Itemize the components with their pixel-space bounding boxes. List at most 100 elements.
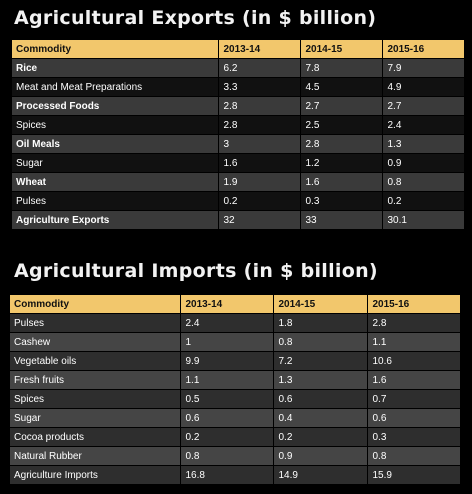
- table-row: Processed Foods 2.8 2.7 2.7: [12, 96, 465, 116]
- column-header-2014-15: 2014-15: [300, 40, 383, 59]
- column-header-2013-14: 2013-14: [218, 40, 301, 59]
- value-cell: 2.7: [300, 96, 383, 116]
- commodity-cell: Fresh fruits: [10, 370, 181, 390]
- value-cell: 1.2: [300, 153, 383, 173]
- value-cell: 1.6: [367, 370, 461, 390]
- commodity-cell: Natural Rubber: [10, 446, 181, 466]
- value-cell: 0.3: [367, 427, 461, 447]
- table-row: Cashew 1 0.8 1.1: [10, 332, 461, 352]
- value-cell: 2.5: [300, 115, 383, 135]
- commodity-cell: Pulses: [12, 191, 219, 211]
- table-row: Agriculture Exports 32 33 30.1: [12, 210, 465, 230]
- commodity-cell: Agriculture Imports: [10, 465, 181, 485]
- commodity-cell: Wheat: [12, 172, 219, 192]
- value-cell: 2.8: [367, 313, 461, 333]
- value-cell: 1.3: [382, 134, 465, 154]
- value-cell: 4.9: [382, 77, 465, 97]
- value-cell: 2.7: [382, 96, 465, 116]
- table-row: Wheat 1.9 1.6 0.8: [12, 172, 465, 192]
- value-cell: 1.3: [273, 370, 368, 390]
- value-cell: 9.9: [180, 351, 274, 371]
- commodity-cell: Vegetable oils: [10, 351, 181, 371]
- commodity-cell: Spices: [10, 389, 181, 409]
- value-cell: 0.2: [218, 191, 301, 211]
- commodity-cell: Processed Foods: [12, 96, 219, 116]
- value-cell: 30.1: [382, 210, 465, 230]
- value-cell: 1.6: [218, 153, 301, 173]
- imports-header-row: Commodity 2013-14 2014-15 2015-16: [10, 295, 461, 314]
- commodity-cell: Cocoa products: [10, 427, 181, 447]
- column-header-2015-16: 2015-16: [382, 40, 465, 59]
- value-cell: 0.6: [273, 389, 368, 409]
- value-cell: 1.8: [273, 313, 368, 333]
- exports-table: Commodity 2013-14 2014-15 2015-16 Rice 6.…: [12, 40, 465, 230]
- value-cell: 3.3: [218, 77, 301, 97]
- column-header-2013-14: 2013-14: [180, 295, 274, 314]
- value-cell: 32: [218, 210, 301, 230]
- value-cell: 0.8: [382, 172, 465, 192]
- table-row: Pulses 0.2 0.3 0.2: [12, 191, 465, 211]
- commodity-cell: Sugar: [12, 153, 219, 173]
- column-header-commodity: Commodity: [12, 40, 219, 59]
- table-row: Rice 6.2 7.8 7.9: [12, 58, 465, 78]
- table-row: Agriculture Imports 16.8 14.9 15.9: [10, 465, 461, 485]
- value-cell: 10.6: [367, 351, 461, 371]
- value-cell: 0.4: [273, 408, 368, 428]
- commodity-cell: Oil Meals: [12, 134, 219, 154]
- value-cell: 0.9: [273, 446, 368, 466]
- table-row: Spices 0.5 0.6 0.7: [10, 389, 461, 409]
- value-cell: 14.9: [273, 465, 368, 485]
- value-cell: 7.9: [382, 58, 465, 78]
- value-cell: 6.2: [218, 58, 301, 78]
- value-cell: 2.8: [218, 115, 301, 135]
- value-cell: 2.4: [382, 115, 465, 135]
- commodity-cell: Pulses: [10, 313, 181, 333]
- table-row: Oil Meals 3 2.8 1.3: [12, 134, 465, 154]
- table-row: Sugar 1.6 1.2 0.9: [12, 153, 465, 173]
- imports-table: Commodity 2013-14 2014-15 2015-16 Pulses…: [10, 295, 461, 485]
- value-cell: 0.2: [180, 427, 274, 447]
- table-row: Spices 2.8 2.5 2.4: [12, 115, 465, 135]
- commodity-cell: Cashew: [10, 332, 181, 352]
- table-row: Sugar 0.6 0.4 0.6: [10, 408, 461, 428]
- value-cell: 2.8: [218, 96, 301, 116]
- table-row: Cocoa products 0.2 0.2 0.3: [10, 427, 461, 447]
- table-row: Fresh fruits 1.1 1.3 1.6: [10, 370, 461, 390]
- value-cell: 1: [180, 332, 274, 352]
- value-cell: 0.8: [180, 446, 274, 466]
- exports-title: Agricultural Exports (in $ billion): [14, 7, 377, 29]
- imports-title: Agricultural Imports (in $ billion): [14, 260, 378, 282]
- value-cell: 0.9: [382, 153, 465, 173]
- value-cell: 2.4: [180, 313, 274, 333]
- table-row: Vegetable oils 9.9 7.2 10.6: [10, 351, 461, 371]
- table-row: Pulses 2.4 1.8 2.8: [10, 313, 461, 333]
- column-header-2014-15: 2014-15: [273, 295, 368, 314]
- value-cell: 7.8: [300, 58, 383, 78]
- table-row: Meat and Meat Preparations 3.3 4.5 4.9: [12, 77, 465, 97]
- value-cell: 0.3: [300, 191, 383, 211]
- commodity-cell: Agriculture Exports: [12, 210, 219, 230]
- commodity-cell: Sugar: [10, 408, 181, 428]
- value-cell: 0.6: [180, 408, 274, 428]
- value-cell: 33: [300, 210, 383, 230]
- commodity-cell: Rice: [12, 58, 219, 78]
- value-cell: 0.8: [273, 332, 368, 352]
- value-cell: 0.7: [367, 389, 461, 409]
- column-header-commodity: Commodity: [10, 295, 181, 314]
- value-cell: 3: [218, 134, 301, 154]
- value-cell: 0.2: [382, 191, 465, 211]
- value-cell: 15.9: [367, 465, 461, 485]
- value-cell: 0.6: [367, 408, 461, 428]
- value-cell: 16.8: [180, 465, 274, 485]
- value-cell: 4.5: [300, 77, 383, 97]
- column-header-2015-16: 2015-16: [367, 295, 461, 314]
- commodity-cell: Meat and Meat Preparations: [12, 77, 219, 97]
- value-cell: 1.1: [180, 370, 274, 390]
- value-cell: 0.5: [180, 389, 274, 409]
- value-cell: 7.2: [273, 351, 368, 371]
- exports-header-row: Commodity 2013-14 2014-15 2015-16: [12, 40, 465, 59]
- value-cell: 2.8: [300, 134, 383, 154]
- table-row: Natural Rubber 0.8 0.9 0.8: [10, 446, 461, 466]
- commodity-cell: Spices: [12, 115, 219, 135]
- value-cell: 0.2: [273, 427, 368, 447]
